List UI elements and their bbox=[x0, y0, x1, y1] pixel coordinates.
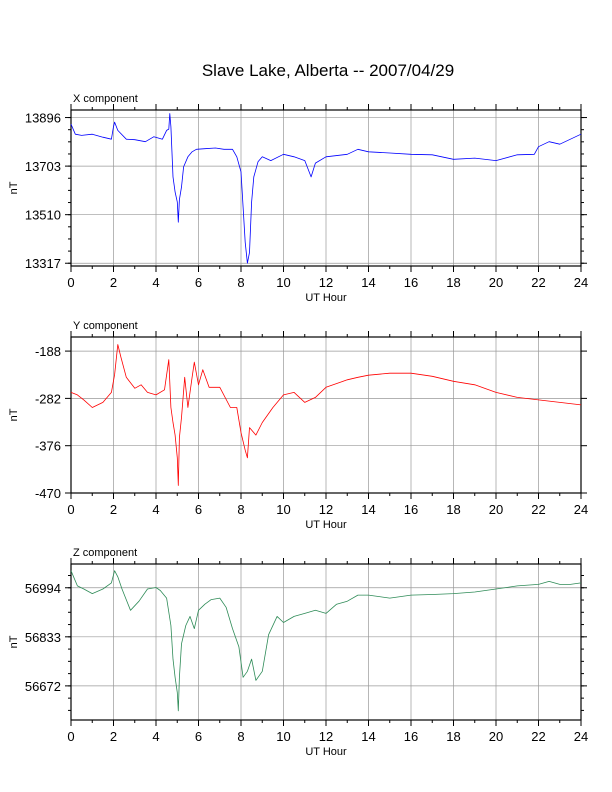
plot-frame bbox=[70, 563, 582, 721]
y-tick-label: -470 bbox=[35, 486, 61, 501]
x-tick-label: 2 bbox=[110, 275, 117, 290]
panel-title: X component bbox=[73, 93, 138, 105]
x-tick-label: 20 bbox=[489, 502, 503, 517]
x-tick-label: 18 bbox=[446, 729, 460, 744]
y-axis-label: nT bbox=[8, 408, 20, 421]
x-tick-label: 24 bbox=[574, 502, 588, 517]
y-tick-label: 56672 bbox=[25, 679, 61, 694]
y-axis-label: nT bbox=[8, 181, 20, 194]
x-tick-label: 18 bbox=[446, 502, 460, 517]
x-tick-label: 16 bbox=[404, 275, 418, 290]
x-axis-label: UT Hour bbox=[305, 519, 347, 531]
x-tick-label: 20 bbox=[489, 729, 503, 744]
x-tick-label: 12 bbox=[319, 502, 333, 517]
y-tick-label: -376 bbox=[35, 439, 61, 454]
y-tick-label: 56833 bbox=[25, 630, 61, 645]
series-line bbox=[70, 570, 582, 712]
y-axis-label: nT bbox=[8, 635, 20, 648]
x-tick-label: 22 bbox=[531, 275, 545, 290]
x-tick-label: 14 bbox=[361, 275, 375, 290]
x-tick-label: 10 bbox=[276, 729, 290, 744]
x-tick-label: 16 bbox=[404, 729, 418, 744]
series-line bbox=[70, 113, 582, 264]
series-line bbox=[70, 344, 582, 486]
panel-title: Z component bbox=[73, 547, 137, 559]
x-tick-label: 4 bbox=[152, 729, 159, 744]
panel-title: Y component bbox=[73, 320, 138, 332]
y-tick-label: 56994 bbox=[25, 581, 61, 596]
x-tick-label: 24 bbox=[574, 729, 588, 744]
x-tick-label: 0 bbox=[67, 502, 74, 517]
x-tick-label: 0 bbox=[67, 275, 74, 290]
x-tick-label: 22 bbox=[531, 502, 545, 517]
x-tick-label: 16 bbox=[404, 502, 418, 517]
x-tick-label: 8 bbox=[237, 729, 244, 744]
x-tick-label: 4 bbox=[152, 275, 159, 290]
x-tick-label: 12 bbox=[319, 729, 333, 744]
y-tick-label: -188 bbox=[35, 344, 61, 359]
x-tick-label: 24 bbox=[574, 275, 588, 290]
x-tick-label: 8 bbox=[237, 502, 244, 517]
x-axis-label: UT Hour bbox=[305, 746, 347, 758]
x-tick-label: 20 bbox=[489, 275, 503, 290]
x-tick-label: 10 bbox=[276, 275, 290, 290]
x-tick-label: 14 bbox=[361, 502, 375, 517]
plot-frame bbox=[70, 336, 582, 494]
x-tick-label: 8 bbox=[237, 275, 244, 290]
x-tick-label: 10 bbox=[276, 502, 290, 517]
x-tick-label: 6 bbox=[195, 275, 202, 290]
y-tick-label: 13317 bbox=[25, 256, 61, 271]
x-tick-label: 22 bbox=[531, 729, 545, 744]
x-tick-label: 2 bbox=[110, 729, 117, 744]
x-tick-label: 6 bbox=[195, 729, 202, 744]
y-tick-label: -282 bbox=[35, 391, 61, 406]
x-tick-label: 0 bbox=[67, 729, 74, 744]
x-tick-label: 6 bbox=[195, 502, 202, 517]
x-tick-label: 4 bbox=[152, 502, 159, 517]
y-tick-label: 13703 bbox=[25, 159, 61, 174]
x-tick-label: 12 bbox=[319, 275, 333, 290]
x-tick-label: 18 bbox=[446, 275, 460, 290]
y-tick-label: 13896 bbox=[25, 111, 61, 126]
figure-title: Slave Lake, Alberta -- 2007/04/29 bbox=[202, 61, 454, 80]
y-tick-label: 13510 bbox=[25, 208, 61, 223]
x-tick-label: 14 bbox=[361, 729, 375, 744]
plot-frame bbox=[70, 109, 582, 267]
x-axis-label: UT Hour bbox=[305, 292, 347, 304]
x-tick-label: 2 bbox=[110, 502, 117, 517]
